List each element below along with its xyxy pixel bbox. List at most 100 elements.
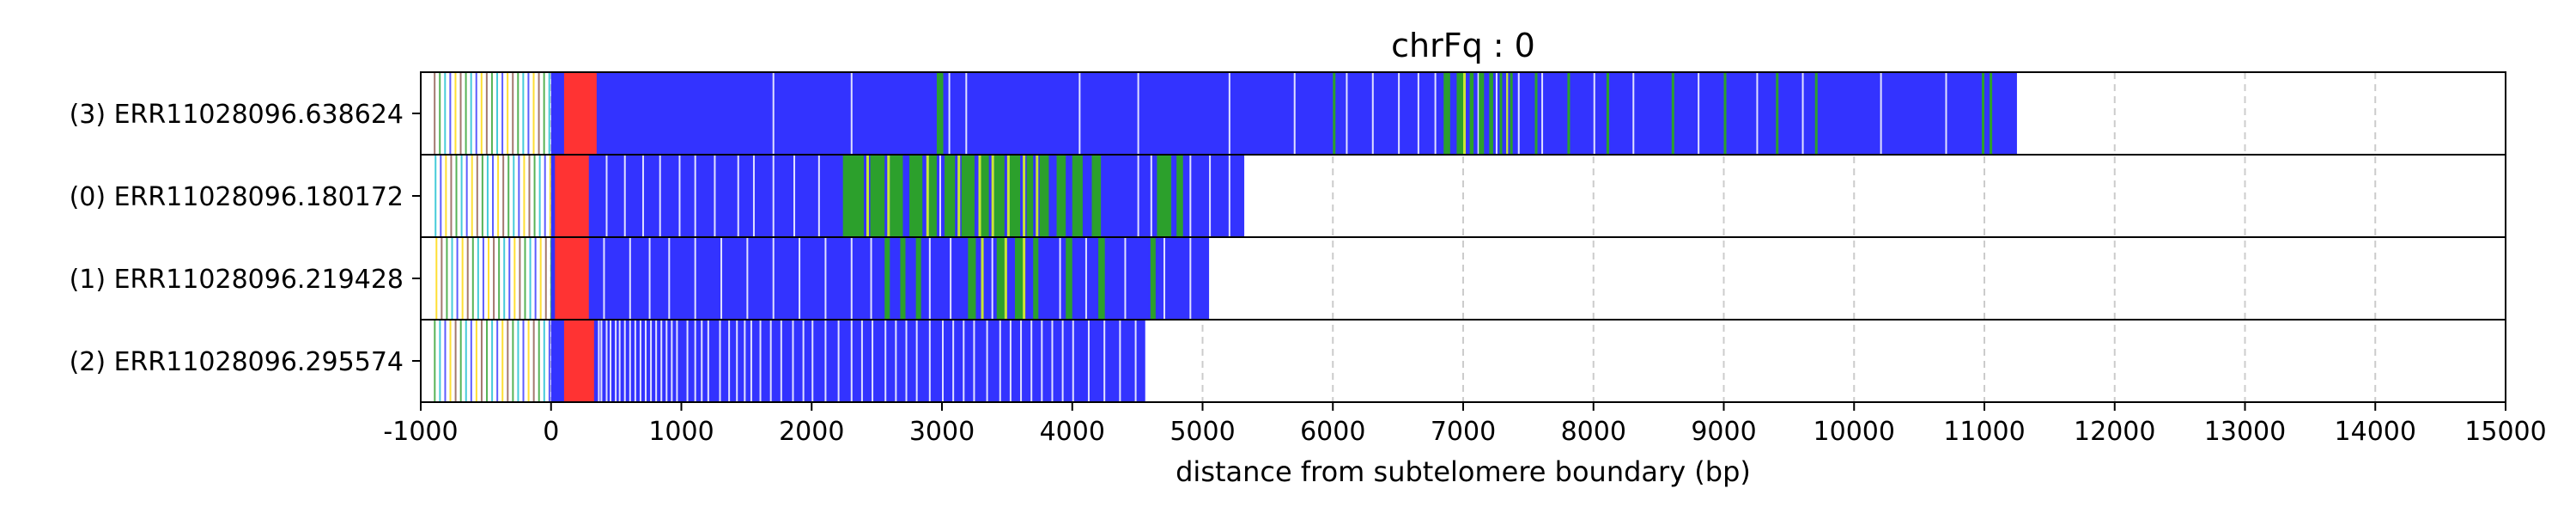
green-band	[1091, 155, 1102, 237]
read-label: (3) ERR11028096.638624	[70, 100, 404, 130]
x-tick-label: -1000	[383, 417, 458, 447]
gap-mark	[665, 320, 668, 402]
gap-mark	[1945, 72, 1947, 155]
green-band	[961, 155, 975, 237]
pre-boundary-mark	[461, 237, 464, 320]
pre-boundary-mark	[507, 320, 509, 402]
gap-mark	[655, 320, 658, 402]
pre-boundary-mark	[460, 155, 463, 237]
gap-mark	[694, 320, 696, 402]
gap-mark	[639, 320, 641, 402]
green-band	[1776, 72, 1779, 155]
gap-mark	[870, 237, 872, 320]
gap-mark	[965, 72, 968, 155]
pre-boundary-mark	[434, 320, 436, 402]
gap-mark	[641, 155, 644, 237]
pre-boundary-mark	[496, 72, 499, 155]
green-band	[1033, 237, 1039, 320]
x-tick-label: 0	[543, 417, 559, 447]
gap-mark	[676, 320, 678, 402]
green-band	[1723, 72, 1727, 155]
gap-mark	[744, 320, 746, 402]
gap-mark	[759, 320, 762, 402]
pre-boundary-mark	[502, 155, 505, 237]
gap-mark	[736, 320, 738, 402]
pre-boundary-mark	[534, 237, 537, 320]
green-band	[1039, 155, 1049, 237]
green-band	[1606, 72, 1609, 155]
pre-boundary-mark	[512, 72, 514, 155]
gap-mark	[905, 320, 908, 402]
pre-boundary-mark	[465, 320, 467, 402]
pre-boundary-mark	[451, 237, 453, 320]
gap-mark	[737, 155, 739, 237]
gap-mark	[645, 320, 647, 402]
pre-boundary-mark	[449, 72, 452, 155]
pre-boundary-mark	[527, 72, 530, 155]
gap-mark	[811, 320, 814, 402]
green-band	[968, 237, 976, 320]
gap-mark	[1495, 72, 1498, 155]
gap-mark	[1150, 155, 1152, 237]
x-tick-label: 13000	[2204, 417, 2286, 447]
x-tick-label: 12000	[2074, 417, 2155, 447]
pre-boundary-mark	[445, 155, 447, 237]
pre-boundary-mark	[435, 237, 438, 320]
gap-mark	[793, 155, 796, 237]
yellow-band	[1023, 155, 1026, 237]
gap-mark	[973, 320, 975, 402]
gap-mark	[824, 237, 827, 320]
pre-boundary-mark	[477, 237, 479, 320]
yellow-band	[991, 155, 994, 237]
read-label: (0) ERR11028096.180172	[70, 182, 404, 212]
green-band	[1499, 72, 1503, 155]
read-row: (2) ERR11028096.295574	[70, 319, 2506, 403]
gap-mark	[728, 320, 731, 402]
pre-boundary-mark	[475, 72, 477, 155]
green-band	[915, 237, 921, 320]
gap-mark	[1020, 320, 1023, 402]
pre-boundary-mark	[480, 72, 483, 155]
pre-boundary-mark	[482, 237, 484, 320]
yellow-band	[978, 155, 981, 237]
pre-boundary-mark	[470, 320, 472, 402]
yellow-band	[866, 155, 870, 237]
pre-boundary-mark	[527, 320, 530, 402]
yellow-band	[1023, 237, 1026, 320]
gap-mark	[686, 320, 689, 402]
gap-mark	[1087, 320, 1090, 402]
gap-mark	[1593, 72, 1595, 155]
green-band	[870, 155, 885, 237]
gap-mark	[1137, 72, 1139, 155]
pre-boundary-mark	[524, 237, 526, 320]
gap-mark	[750, 320, 752, 402]
pre-boundary-mark	[459, 320, 462, 402]
pre-boundary-mark	[456, 237, 459, 320]
gap-mark	[1228, 72, 1230, 155]
gap-mark	[618, 320, 621, 402]
gap-mark	[1632, 72, 1635, 155]
green-band	[1150, 237, 1156, 320]
yellow-band	[1006, 155, 1010, 237]
gap-mark	[1228, 155, 1230, 237]
green-band	[1814, 72, 1818, 155]
green-band	[1479, 72, 1485, 155]
gap-mark	[928, 237, 931, 320]
pre-boundary-mark	[548, 72, 550, 155]
gap-mark	[780, 320, 782, 402]
pre-boundary-mark	[532, 320, 535, 402]
pre-boundary-mark	[544, 155, 546, 237]
gap-mark	[714, 155, 716, 237]
yellow-band	[1506, 72, 1509, 155]
gap-mark	[1072, 320, 1074, 402]
gap-mark	[1124, 237, 1127, 320]
green-band	[996, 237, 1005, 320]
green-band	[1990, 72, 1993, 155]
gap-mark	[648, 237, 651, 320]
pre-boundary-mark	[459, 72, 462, 155]
yellow-band	[981, 237, 984, 320]
green-band	[1534, 72, 1538, 155]
gap-mark	[895, 320, 897, 402]
gap-mark	[817, 155, 820, 237]
gap-mark	[1293, 72, 1296, 155]
